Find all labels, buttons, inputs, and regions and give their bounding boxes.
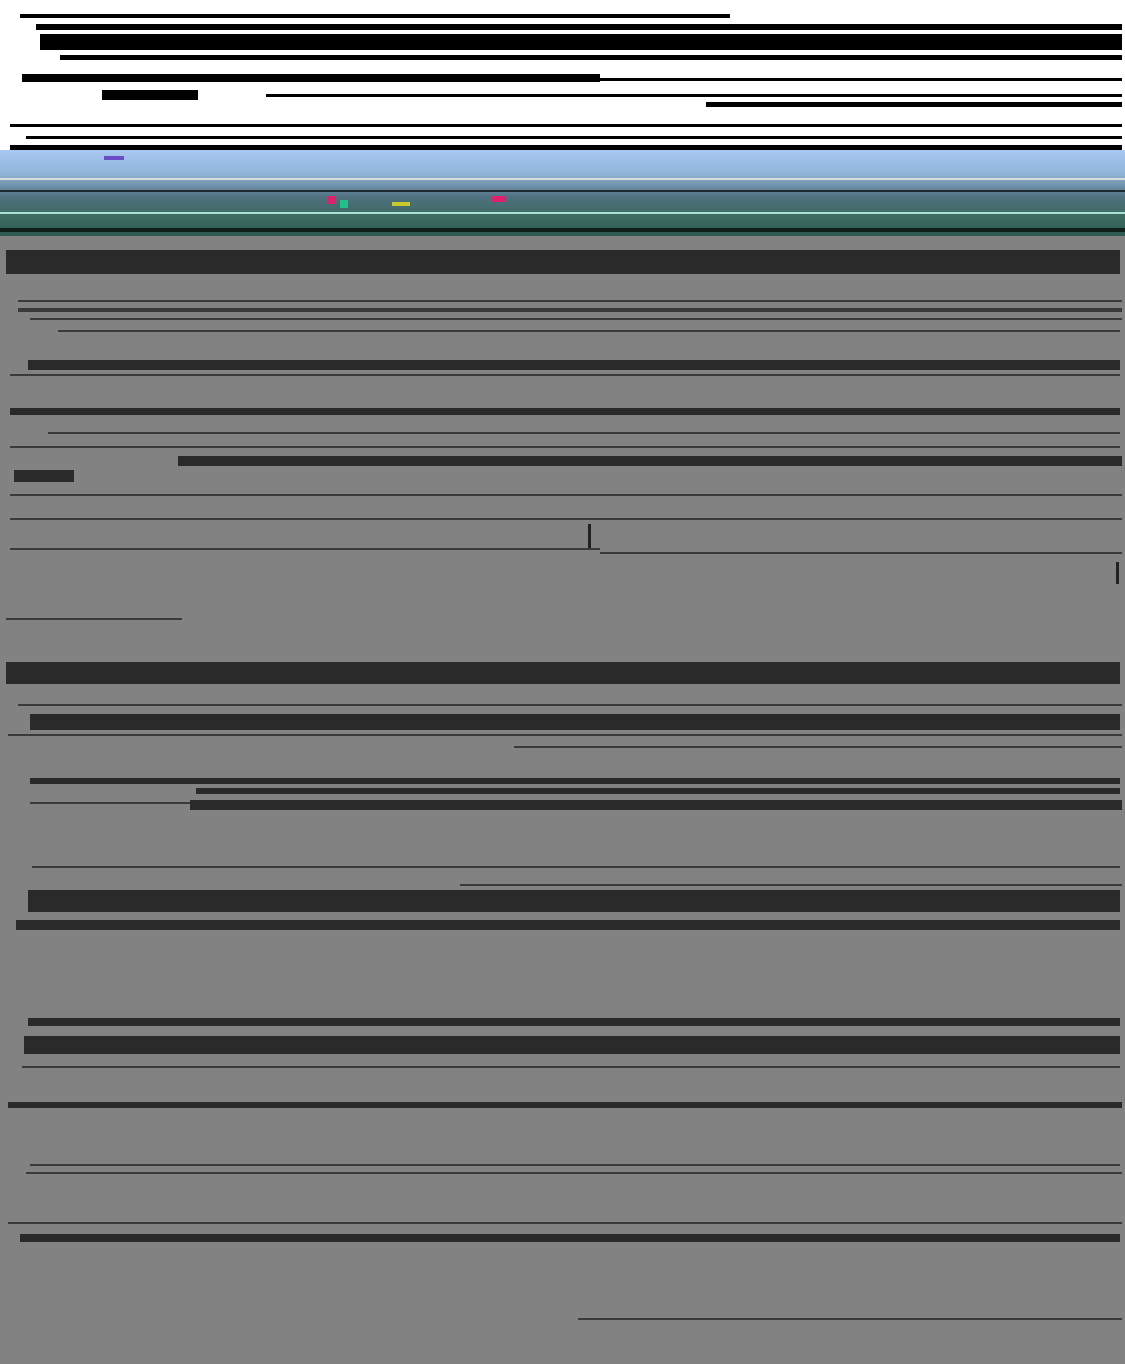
header-rule	[10, 145, 1122, 150]
content-line	[16, 920, 1120, 930]
content-line	[48, 432, 1120, 434]
header-rule	[40, 34, 1122, 50]
content-line	[514, 746, 1122, 748]
header-rule	[20, 14, 730, 18]
content-line	[18, 704, 1122, 706]
content-line	[30, 714, 1120, 730]
header-rule	[10, 124, 1122, 127]
banner-band	[0, 178, 1125, 180]
banner-image	[0, 150, 1125, 236]
content-line	[8, 1222, 1122, 1224]
content-line	[30, 778, 1120, 784]
content-line	[18, 308, 1122, 312]
banner-mark	[392, 202, 410, 206]
content-line	[6, 250, 1120, 274]
banner-mark	[104, 156, 124, 160]
content-line	[10, 408, 1120, 415]
content-line	[28, 890, 1120, 912]
header-rule	[600, 78, 1122, 81]
content-line	[28, 360, 1120, 370]
content-line	[24, 1036, 1120, 1054]
header-rule	[266, 94, 1122, 97]
content-line	[26, 1172, 1122, 1174]
header-rule	[706, 102, 1122, 107]
content-line	[32, 866, 1120, 868]
content-tick	[588, 524, 591, 548]
content-line	[460, 884, 1122, 886]
content-line	[20, 1234, 1120, 1242]
banner-mark	[328, 196, 336, 204]
content-line	[14, 470, 74, 482]
content-line	[8, 734, 1122, 736]
content-line	[58, 330, 1120, 332]
header-rule	[60, 55, 1122, 60]
content-line	[30, 1164, 1120, 1166]
banner-mark	[340, 200, 348, 208]
content-line	[10, 374, 1120, 376]
content-line	[578, 1318, 1122, 1320]
content-line	[10, 494, 1122, 496]
header-region	[0, 0, 1125, 150]
content-line	[30, 802, 190, 804]
content-line	[10, 518, 1122, 520]
content-line	[22, 1066, 1120, 1068]
content-line	[10, 446, 1120, 448]
banner-band	[0, 190, 1125, 192]
content-line	[30, 318, 1122, 320]
header-rule	[26, 136, 1122, 139]
header-rule	[36, 24, 1122, 30]
content-line	[18, 300, 1122, 302]
content-line	[28, 1018, 1120, 1026]
content-line	[8, 1102, 1122, 1108]
content-line	[178, 456, 1122, 466]
header-rule	[102, 90, 198, 100]
banner-band	[0, 228, 1125, 232]
header-rule	[22, 74, 600, 82]
banner-mark	[492, 196, 506, 202]
content-line	[600, 552, 1122, 554]
banner-band	[0, 212, 1125, 214]
content-line	[196, 788, 1120, 794]
content-line	[190, 800, 1122, 810]
content-line	[6, 618, 182, 620]
content-line	[6, 662, 1120, 684]
content-line	[10, 548, 600, 550]
content-tick	[1116, 562, 1119, 584]
